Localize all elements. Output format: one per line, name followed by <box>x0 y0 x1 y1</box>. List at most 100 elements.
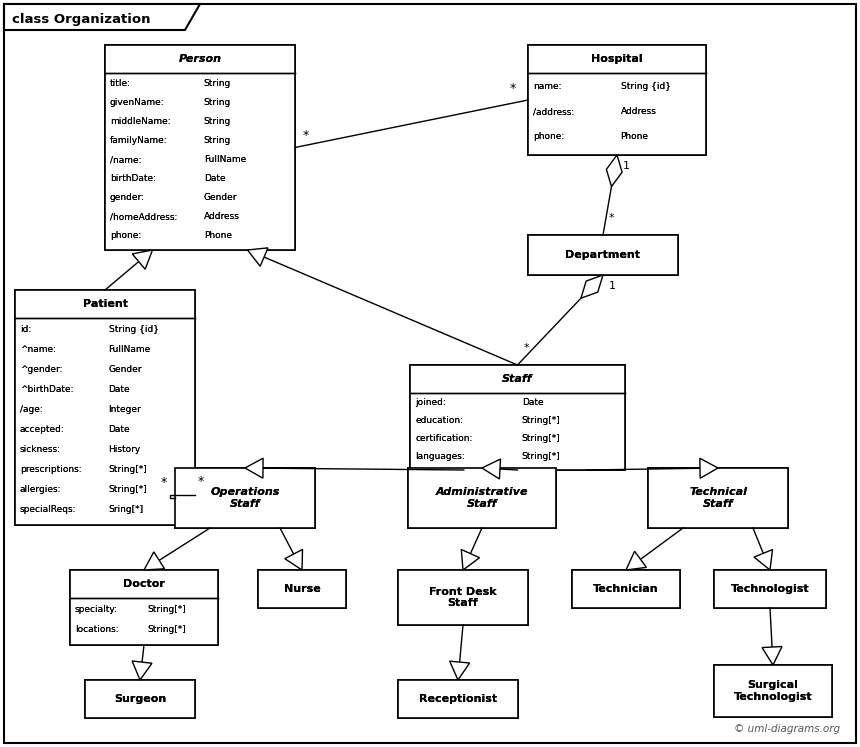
Text: specialty:: specialty: <box>75 605 118 614</box>
Text: Nurse: Nurse <box>284 584 321 594</box>
Text: FullName: FullName <box>204 155 246 164</box>
Text: *: * <box>198 475 205 488</box>
Text: Date: Date <box>204 174 225 183</box>
Bar <box>714 665 832 717</box>
Text: Gender: Gender <box>108 365 142 374</box>
Text: History: History <box>108 445 141 454</box>
Text: title:: title: <box>110 79 131 88</box>
Text: Phone: Phone <box>621 132 648 141</box>
Bar <box>85 680 195 718</box>
Polygon shape <box>482 459 501 479</box>
Bar <box>648 468 788 528</box>
Text: Date: Date <box>108 385 130 394</box>
Text: Technologist: Technologist <box>731 584 809 594</box>
Text: Person: Person <box>179 54 222 64</box>
Text: Sring[*]: Sring[*] <box>108 506 144 515</box>
Text: education:: education: <box>415 416 463 425</box>
Text: Hospital: Hospital <box>591 54 642 64</box>
Text: FullName: FullName <box>204 155 246 164</box>
Text: specialty:: specialty: <box>75 605 118 614</box>
Polygon shape <box>4 4 200 30</box>
Bar <box>175 468 315 528</box>
Polygon shape <box>626 551 647 570</box>
Text: String {id}: String {id} <box>621 82 671 91</box>
Text: class Organization: class Organization <box>12 13 150 26</box>
Text: *: * <box>303 129 310 143</box>
Text: languages:: languages: <box>415 452 464 461</box>
Text: String[*]: String[*] <box>522 452 561 461</box>
Text: familyName:: familyName: <box>110 136 168 145</box>
Text: specialReqs:: specialReqs: <box>20 506 77 515</box>
Text: Date: Date <box>522 398 544 407</box>
Bar <box>528 45 706 155</box>
Text: *: * <box>609 213 615 223</box>
Text: joined:: joined: <box>415 398 445 407</box>
Bar <box>70 570 218 645</box>
Bar <box>714 665 832 717</box>
Text: /address:: /address: <box>533 107 574 116</box>
Bar <box>15 290 195 525</box>
Text: gender:: gender: <box>110 193 145 202</box>
Text: Technical
Staff: Technical Staff <box>689 487 747 509</box>
Text: *: * <box>510 82 516 95</box>
Text: Surgical
Technologist: Surgical Technologist <box>734 681 813 701</box>
Text: middleName:: middleName: <box>110 117 170 126</box>
Text: specialReqs:: specialReqs: <box>20 506 77 515</box>
Text: /age:: /age: <box>20 405 43 414</box>
Text: History: History <box>108 445 141 454</box>
Text: joined:: joined: <box>415 398 445 407</box>
Bar <box>410 365 625 470</box>
Bar <box>258 570 346 608</box>
Text: phone:: phone: <box>533 132 564 141</box>
Bar <box>398 570 528 625</box>
Text: ^birthDate:: ^birthDate: <box>20 385 73 394</box>
Text: Technician: Technician <box>593 584 659 594</box>
Text: accepted:: accepted: <box>20 425 64 434</box>
Text: sickness:: sickness: <box>20 445 61 454</box>
Text: String[*]: String[*] <box>108 465 147 474</box>
Text: FullName: FullName <box>108 344 150 353</box>
Text: Date: Date <box>522 398 544 407</box>
Text: Date: Date <box>108 425 130 434</box>
Text: locations:: locations: <box>75 625 119 634</box>
Text: String[*]: String[*] <box>522 416 561 425</box>
Text: String[*]: String[*] <box>522 434 561 443</box>
Polygon shape <box>132 661 152 680</box>
Text: Address: Address <box>204 212 240 221</box>
Text: gender:: gender: <box>110 193 145 202</box>
Text: Department: Department <box>566 250 641 260</box>
Text: String: String <box>204 79 231 88</box>
Text: locations:: locations: <box>75 625 119 634</box>
Text: Address: Address <box>621 107 656 116</box>
Text: © uml-diagrams.org: © uml-diagrams.org <box>734 724 840 734</box>
Text: 1: 1 <box>609 281 616 291</box>
Text: Administrative
Staff: Administrative Staff <box>436 487 528 509</box>
Text: String[*]: String[*] <box>147 605 186 614</box>
Text: /homeAddress:: /homeAddress: <box>110 212 177 221</box>
Text: Nurse: Nurse <box>284 584 321 594</box>
Text: String[*]: String[*] <box>522 416 561 425</box>
Text: Surgeon: Surgeon <box>114 694 166 704</box>
Text: String: String <box>204 136 231 145</box>
Polygon shape <box>248 248 268 266</box>
Text: prescriptions:: prescriptions: <box>20 465 82 474</box>
Polygon shape <box>461 550 480 570</box>
Bar <box>408 468 556 528</box>
Text: FullName: FullName <box>108 344 150 353</box>
Bar <box>572 570 680 608</box>
Text: familyName:: familyName: <box>110 136 168 145</box>
Text: Administrative
Staff: Administrative Staff <box>436 487 528 509</box>
Text: Operations
Staff: Operations Staff <box>211 487 280 509</box>
Bar <box>410 365 625 470</box>
Text: id:: id: <box>20 324 31 334</box>
Text: accepted:: accepted: <box>20 425 64 434</box>
Text: Patient: Patient <box>83 299 127 309</box>
Text: /homeAddress:: /homeAddress: <box>110 212 177 221</box>
Bar <box>408 468 556 528</box>
Text: prescriptions:: prescriptions: <box>20 465 82 474</box>
Text: allergies:: allergies: <box>20 486 62 495</box>
Text: middleName:: middleName: <box>110 117 170 126</box>
Text: birthDate:: birthDate: <box>110 174 156 183</box>
Bar <box>105 45 295 250</box>
Text: Receptionist: Receptionist <box>419 694 497 704</box>
